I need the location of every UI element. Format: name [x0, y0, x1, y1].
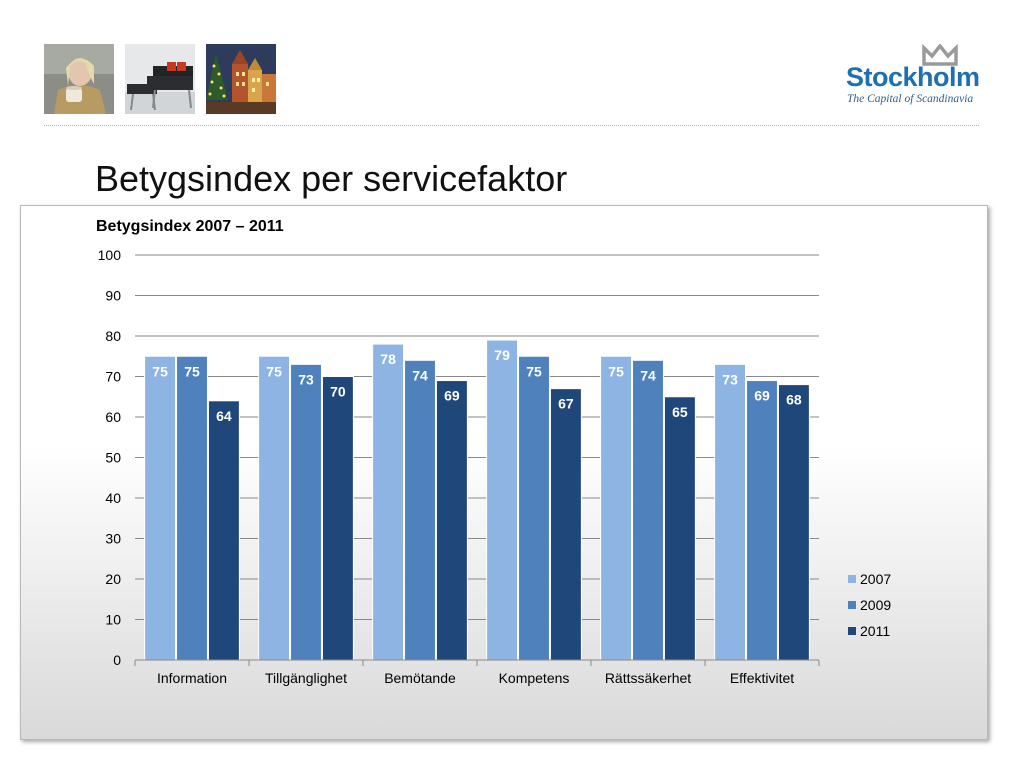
- y-tick-label: 60: [105, 409, 121, 425]
- legend-label: 2009: [860, 597, 891, 613]
- category-label: Tillgänglighet: [265, 670, 347, 686]
- bar: [258, 355, 291, 661]
- bar-chart: Betygsindex 2007 – 2011 75 75 64 75 73 70 78 74…: [96, 218, 891, 686]
- legend-label: 2011: [860, 623, 890, 639]
- category-label: Kompetens: [499, 670, 570, 686]
- y-tick-label: 70: [105, 369, 121, 385]
- data-label: 67: [558, 396, 574, 412]
- data-label: 75: [266, 363, 282, 379]
- logo-wordmark: Stockholm: [846, 62, 980, 92]
- data-label: 69: [754, 388, 770, 404]
- woman-with-mug-photo: [44, 44, 114, 114]
- data-label: 74: [640, 367, 656, 383]
- legend-swatch: [848, 627, 856, 635]
- category-label: Effektivitet: [730, 670, 794, 686]
- data-label: 78: [380, 351, 396, 367]
- category-label: Bemötande: [384, 670, 456, 686]
- data-label: 75: [184, 363, 200, 379]
- category-label: Rättssäkerhet: [605, 670, 691, 686]
- bar: [777, 384, 810, 661]
- data-label: 75: [608, 363, 624, 379]
- data-label: 74: [412, 367, 428, 383]
- bar: [404, 359, 436, 661]
- data-label: 73: [298, 371, 314, 387]
- data-label: 70: [330, 384, 346, 400]
- bars: 75 75 64 75 73 70 78 74 69 79 75 67 75 74 65 73 69 68: [144, 339, 810, 661]
- category-label: Information: [157, 670, 227, 686]
- axes: 0 10 20 30 40 50 60 70 80 90 100 Information Tillgän…: [98, 247, 820, 686]
- crown-icon: [922, 44, 958, 66]
- bar: [207, 400, 240, 661]
- slide-title: Betygsindex per servicefaktor: [95, 158, 568, 199]
- bar: [290, 363, 322, 661]
- data-label: 69: [444, 388, 460, 404]
- logo-tagline: The Capital of Scandinavia: [847, 93, 974, 105]
- data-label: 73: [722, 371, 738, 387]
- y-tick-label: 80: [105, 328, 121, 344]
- bar: [435, 380, 468, 661]
- data-label: 75: [526, 363, 542, 379]
- bar: [486, 339, 519, 661]
- chart-title: Betygsindex 2007 – 2011: [96, 218, 284, 235]
- y-tick-label: 30: [105, 531, 121, 547]
- bar: [746, 380, 778, 661]
- bar: [663, 396, 696, 661]
- legend-label: 2007: [860, 571, 891, 587]
- bar: [549, 388, 582, 661]
- bar: [714, 363, 747, 661]
- bar: [632, 359, 664, 661]
- bar: [372, 343, 405, 661]
- data-label: 64: [216, 408, 232, 424]
- chart-panel: Betygsindex 2007 – 2011 75 75 64 75 73 70 78 74…: [20, 205, 988, 740]
- y-tick-label: 0: [113, 652, 121, 668]
- gridlines: [135, 254, 819, 620]
- y-tick-label: 40: [105, 490, 121, 506]
- y-tick-label: 10: [105, 612, 121, 628]
- bar: [321, 376, 354, 661]
- bar: [176, 355, 208, 661]
- bar: [144, 355, 177, 661]
- bar: [600, 355, 633, 661]
- data-label: 79: [494, 347, 510, 363]
- data-label: 75: [152, 363, 168, 379]
- y-tick-label: 50: [105, 450, 121, 466]
- stockholm-logo: Stockholm The Capital of Scandinavia: [842, 44, 984, 110]
- bar: [518, 355, 550, 661]
- legend-swatch: [848, 575, 856, 583]
- y-tick-label: 100: [98, 247, 122, 263]
- data-label: 68: [786, 392, 802, 408]
- header-divider: [44, 125, 979, 126]
- y-tick-label: 90: [105, 288, 121, 304]
- christmas-old-town-photo: [206, 44, 276, 114]
- data-label: 65: [672, 404, 688, 420]
- legend-swatch: [848, 601, 856, 609]
- y-tick-label: 20: [105, 571, 121, 587]
- lounge-chair-photo: [125, 44, 195, 114]
- legend: 2007 2009 2011: [848, 571, 891, 639]
